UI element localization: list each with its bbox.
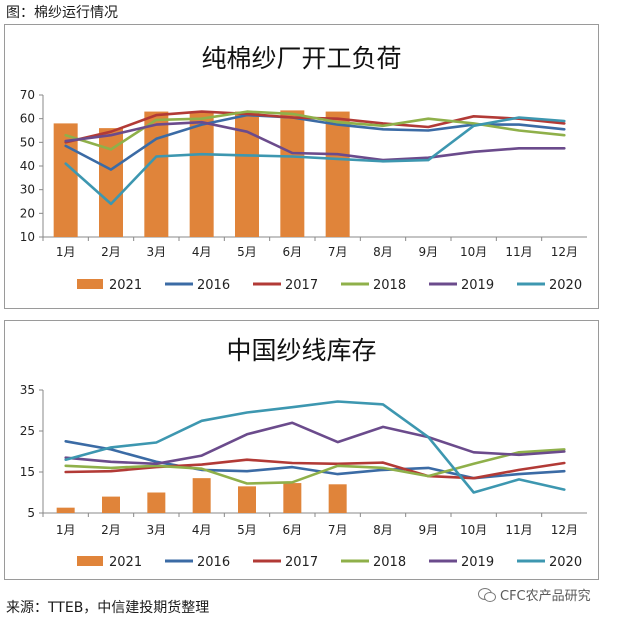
x-tick-label: 3月 [147,523,167,537]
x-tick-label: 9月 [419,523,439,537]
y-tick-label: 30 [20,183,35,197]
legend-label: 2018 [373,278,406,293]
chart-panel-inventory: 中国纱线库存 5 15 25 35 1月 2月 3月 4月 5月 6月 7月 8月 9月 10月 11月 12月… [4,320,599,580]
series-line-2020 [64,116,566,206]
legend-label: 2018 [373,555,406,570]
x-tick-label: 5月 [237,523,257,537]
x-tick-label: 6月 [283,245,303,259]
bar [280,110,305,237]
series-line-2020 [64,400,566,494]
capacity-chart: 纯棉纱厂开工负荷 10 20 30 40 50 60 70 1月 2月 3月 4月 5月 6月 7月 8月 9月… [20,44,587,293]
x-tick-label: 10月 [460,245,487,259]
legend-swatch [77,556,103,566]
legend-label: 2016 [197,555,230,570]
bar [144,111,169,237]
x-tick-label: 10月 [460,523,487,537]
y-tick-label: 40 [20,159,35,173]
x-tick-label: 5月 [237,245,257,259]
x-tick-label: 1月 [56,523,76,537]
bar [192,478,211,513]
bar [283,483,302,513]
x-tick-label: 7月 [328,523,348,537]
legend-label: 2017 [285,555,318,570]
watermark: CFC农产品研究 [478,585,591,604]
y-tick-label: 35 [20,383,35,397]
legend-label: 2020 [549,278,582,293]
y-tick-label: 50 [20,135,35,149]
bar [102,496,120,513]
inventory-chart: 中国纱线库存 5 15 25 35 1月 2月 3月 4月 5月 6月 7月 8月 9月 10月 11月 12月… [20,336,587,570]
x-tick-label: 2月 [101,523,121,537]
x-tick-label: 7月 [328,245,348,259]
x-tick-label: 1月 [56,245,76,259]
bar [328,484,347,513]
legend-label: 2021 [109,278,142,293]
bar [56,507,75,513]
legend-label: 2016 [197,278,230,293]
x-tick-label: 3月 [147,245,167,259]
wechat-icon [478,587,496,602]
series-line-2018 [64,448,566,485]
legend-label: 2019 [461,555,494,570]
x-tick-label: 8月 [373,245,393,259]
bar [189,112,214,237]
legend-label: 2021 [109,555,142,570]
y-tick-label: 60 [20,112,35,126]
source-note: 来源：TTEB，中信建投期货整理 [6,600,210,616]
chart-title: 中国纱线库存 [226,336,376,365]
y-tick-label: 70 [20,88,35,102]
series-line-2017 [64,458,566,480]
chart-panel-capacity: 纯棉纱厂开工负荷 10 20 30 40 50 60 70 1月 2月 3月 4月 5月 6月 7月 8月 9月… [4,24,599,309]
x-tick-label: 8月 [373,523,393,537]
watermark-text: CFC农产品研究 [500,589,591,604]
x-tick-label: 9月 [419,245,439,259]
x-tick-label: 11月 [505,523,532,537]
x-tick-label: 12月 [551,245,578,259]
y-tick-label: 10 [20,230,35,244]
x-tick-label: 2月 [101,245,121,259]
bar [238,486,256,513]
chart-title: 纯棉纱厂开工负荷 [201,44,401,73]
figure-title: 图：棉纱运行情况 [6,5,118,21]
y-tick-label: 20 [20,206,35,220]
bar [147,492,166,513]
y-tick-label: 15 [20,465,35,479]
legend-label: 2019 [461,278,494,293]
x-tick-label: 6月 [283,523,303,537]
y-tick-label: 5 [27,506,35,520]
series-line-2019 [64,120,566,162]
x-tick-label: 11月 [505,245,532,259]
y-tick-label: 25 [20,424,35,438]
legend-label: 2020 [549,555,582,570]
x-tick-label: 4月 [192,523,212,537]
bar [325,111,350,237]
legend-label: 2017 [285,278,318,293]
x-tick-label: 4月 [192,245,212,259]
x-tick-label: 12月 [551,523,578,537]
series-line-2019 [64,421,566,466]
legend-swatch [77,279,103,289]
